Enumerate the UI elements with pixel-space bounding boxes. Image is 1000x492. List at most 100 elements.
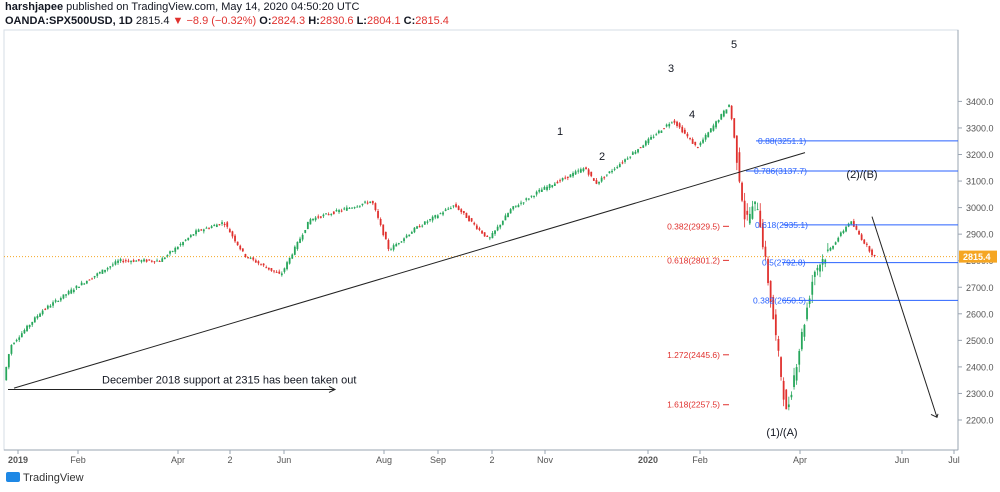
candle-body	[442, 212, 444, 215]
candle-body	[397, 243, 400, 245]
candle-body	[811, 281, 814, 295]
candle-body	[439, 213, 442, 215]
candle-body	[449, 208, 452, 210]
candle-body	[652, 136, 655, 138]
candle-body	[787, 404, 790, 408]
candle-body	[816, 267, 819, 271]
candle-body	[569, 174, 572, 178]
candle-body	[665, 124, 668, 127]
candle-body	[455, 204, 457, 207]
candle-body	[192, 234, 195, 236]
candle-body	[124, 260, 127, 262]
candle-body	[332, 211, 335, 214]
x-tick-label: Aug	[376, 455, 392, 465]
price-change: −8.9 (−0.32%)	[186, 15, 257, 27]
y-tick-label: 2400.0	[966, 362, 994, 372]
candle-body	[265, 267, 268, 269]
candle-body	[5, 366, 8, 381]
candle-body	[613, 168, 616, 170]
candle-body	[249, 257, 252, 259]
candle-body	[540, 189, 543, 192]
candle-body	[530, 195, 533, 197]
candle-body	[392, 245, 395, 250]
candle-body	[150, 260, 153, 262]
fib-level-label: 0.786(3137.7)	[754, 166, 807, 176]
candle-body	[174, 247, 177, 252]
candle-body	[351, 207, 353, 209]
author-name[interactable]: harshjapee	[5, 1, 64, 13]
candle-body	[668, 124, 671, 127]
wave-label: (1)/(A)	[766, 427, 797, 439]
candle-body	[283, 268, 286, 272]
candle-body	[273, 270, 275, 272]
candle-body	[15, 339, 18, 342]
candle-body	[221, 222, 223, 224]
candle-body	[140, 260, 143, 262]
candle-body	[452, 205, 455, 207]
candle-body	[384, 231, 387, 240]
candle-body	[26, 325, 28, 332]
candle-body	[70, 289, 73, 294]
x-tick-label: 2	[227, 455, 232, 465]
candle-body	[293, 246, 296, 255]
candle-body	[223, 223, 226, 226]
candle-body	[590, 171, 593, 177]
down-triangle-icon: ▼	[172, 15, 184, 27]
candle-body	[345, 207, 348, 211]
candle-body	[629, 156, 632, 158]
candle-body	[158, 261, 161, 263]
candle-body	[832, 245, 834, 249]
candle-body	[387, 240, 390, 250]
candle-body	[163, 257, 166, 259]
candle-body	[579, 169, 582, 173]
candle-body	[691, 139, 694, 144]
candle-body	[278, 271, 281, 274]
candle-body	[403, 238, 405, 242]
tradingview-logo[interactable]: TradingView	[6, 472, 84, 484]
candle-body	[551, 185, 554, 188]
candle-body	[707, 132, 710, 138]
candle-body	[837, 237, 840, 242]
candle-body	[254, 260, 257, 263]
candle-body	[44, 308, 47, 310]
candle-body	[309, 219, 312, 225]
x-tick-label: Jun	[895, 455, 910, 465]
candle-body	[741, 182, 743, 201]
candle-body	[447, 208, 450, 210]
y-tick-label: 2900.0	[966, 230, 994, 240]
candle-body	[374, 203, 377, 211]
close-value: 2815.4	[415, 15, 449, 27]
candle-body	[104, 269, 106, 272]
wave-label: 5	[731, 39, 737, 51]
candle-body	[444, 209, 447, 211]
candle-body	[247, 257, 249, 259]
candle-body	[184, 239, 187, 241]
candle-body	[798, 351, 801, 365]
symbol-label[interactable]: OANDA:SPX500USD, 1D	[5, 15, 133, 27]
last-price-label: 2815.4	[963, 252, 991, 262]
candle-body	[7, 354, 10, 368]
fib-level-label: 0.88(3251.1)	[758, 136, 806, 146]
candle-body	[356, 206, 359, 208]
candle-body	[39, 313, 41, 317]
candle-body	[595, 180, 598, 184]
candle-body	[769, 280, 772, 303]
candle-body	[410, 232, 413, 234]
x-tick-label: Feb	[70, 455, 86, 465]
candle-body	[343, 208, 346, 210]
candle-body	[33, 317, 36, 323]
candle-body	[280, 273, 283, 276]
candle-body	[296, 241, 299, 250]
candle-body	[709, 128, 712, 133]
candle-body	[78, 286, 80, 288]
candle-body	[504, 215, 507, 221]
candle-body	[319, 216, 322, 218]
candle-body	[361, 203, 364, 206]
candle-body	[863, 239, 866, 244]
candle-body	[101, 269, 104, 274]
candle-body	[746, 210, 749, 215]
candle-body	[725, 109, 728, 114]
candle-body	[85, 280, 88, 284]
candle-body	[215, 224, 218, 228]
